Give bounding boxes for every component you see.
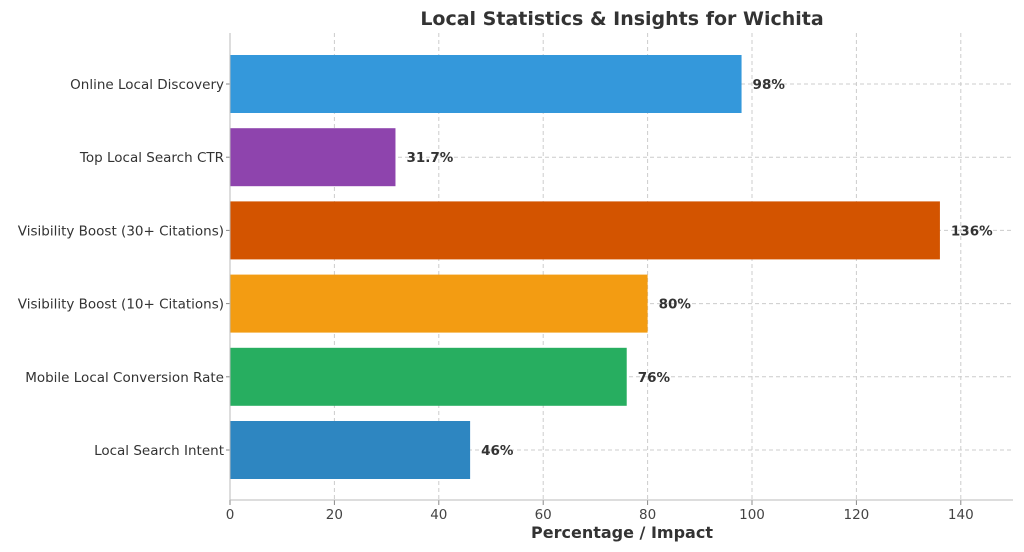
bar (230, 274, 648, 333)
y-category-label: Visibility Boost (30+ Citations) (18, 223, 224, 239)
bar (230, 128, 396, 187)
x-tick-label: 20 (326, 507, 343, 523)
x-tick-label: 60 (535, 507, 552, 523)
x-tick-label: 100 (739, 507, 765, 523)
bar-value-label: 31.7% (406, 150, 453, 166)
bar-value-label: 46% (481, 443, 514, 459)
x-tick-label: 40 (430, 507, 447, 523)
x-tick-label: 120 (844, 507, 870, 523)
axes: 0 20 40 60 80 100 120 140 Online Local Discovery… (18, 33, 1013, 523)
y-category-label: Local Search Intent (94, 443, 224, 459)
bar (230, 421, 471, 479)
x-tick-label: 80 (639, 507, 656, 523)
bar-value-label: 98% (753, 77, 786, 93)
bar (230, 347, 627, 406)
bar (230, 55, 742, 113)
y-category-label: Mobile Local Conversion Rate (25, 370, 224, 386)
x-axis-label: Percentage / Impact (531, 523, 713, 542)
bars: 98% 31.7% 136% 80% 76% 46% (230, 55, 993, 479)
x-tick-label: 0 (226, 507, 235, 523)
bar-value-label: 80% (659, 297, 692, 313)
bar (230, 201, 940, 260)
y-category-label: Visibility Boost (10+ Citations) (18, 297, 224, 313)
y-category-label: Online Local Discovery (70, 77, 224, 93)
bar-value-label: 136% (951, 223, 993, 239)
chart-title: Local Statistics & Insights for Wichita (420, 8, 823, 30)
y-category-label: Top Local Search CTR (79, 150, 224, 166)
x-tick-label: 140 (948, 507, 974, 523)
bar-value-label: 76% (638, 370, 671, 386)
